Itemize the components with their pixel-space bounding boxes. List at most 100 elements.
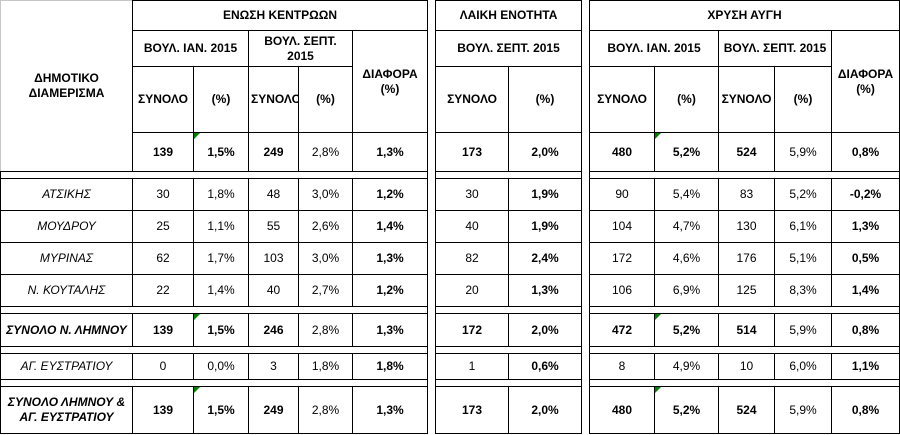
cell[interactable]: 2,0% <box>508 386 583 434</box>
cell[interactable]: 2,8% <box>298 386 353 434</box>
cell[interactable]: 55 <box>248 210 299 243</box>
cell[interactable]: -0,2% <box>831 178 900 211</box>
cell[interactable]: 173 <box>435 386 510 434</box>
cell[interactable]: 1,3% <box>351 132 429 172</box>
cell[interactable]: 25 <box>132 210 194 243</box>
pct-header[interactable]: (%) <box>774 66 833 133</box>
row-label[interactable]: ΜΥΡΙΝΑΣ <box>0 242 133 275</box>
cell[interactable]: 1,4% <box>193 274 249 307</box>
cell[interactable]: 0,6% <box>508 353 583 380</box>
cell[interactable]: 1,3% <box>351 242 429 275</box>
cell[interactable]: 6,1% <box>774 210 833 243</box>
cell[interactable]: 0,8% <box>831 386 900 434</box>
cell[interactable]: 5,4% <box>654 178 720 211</box>
cell[interactable]: 2,7% <box>298 274 353 307</box>
cell[interactable]: 1,3% <box>831 210 900 243</box>
cell[interactable]: 5,2% <box>774 178 833 211</box>
cell[interactable]: 4,7% <box>654 210 720 243</box>
cell[interactable]: 5,2% <box>654 132 720 172</box>
cell[interactable]: 139 <box>132 132 194 172</box>
cell[interactable]: 1,8% <box>193 178 249 211</box>
cell[interactable]: 524 <box>718 386 776 434</box>
cell[interactable]: 1,3% <box>351 386 429 434</box>
total-header[interactable]: ΣΥΝΟΛΟ <box>718 66 776 133</box>
cell[interactable]: 139 <box>132 386 194 434</box>
cell[interactable]: 2,8% <box>298 132 353 172</box>
cell[interactable]: 176 <box>718 242 776 275</box>
cell[interactable]: 0,5% <box>831 242 900 275</box>
cell[interactable]: 1,4% <box>351 210 429 243</box>
cell[interactable]: 480 <box>589 132 656 172</box>
cell[interactable]: 2,8% <box>298 313 353 347</box>
cell[interactable]: 1,9% <box>508 210 583 243</box>
election-header-xa-sept[interactable]: ΒΟΥΛ. ΣΕΠΤ. 2015 <box>718 30 833 67</box>
cell[interactable]: 0,8% <box>831 132 900 172</box>
cell[interactable]: 4,9% <box>654 353 720 380</box>
cell[interactable]: 3,0% <box>298 242 353 275</box>
cell[interactable]: 2,0% <box>508 132 583 172</box>
cell[interactable]: 1,7% <box>193 242 249 275</box>
cell[interactable]: 2,0% <box>508 313 583 347</box>
cell[interactable]: 1,5% <box>193 132 249 172</box>
election-header-le-sept[interactable]: ΒΟΥΛ. ΣΕΠΤ. 2015 <box>435 30 583 67</box>
cell[interactable]: 125 <box>718 274 776 307</box>
cell[interactable]: 1,3% <box>508 274 583 307</box>
group-header-laiki-enotita[interactable]: ΛΑΙΚΗ ΕΝΟΤΗΤΑ <box>435 0 583 31</box>
total-header[interactable]: ΣΥΝΟΛΟ <box>589 66 656 133</box>
cell[interactable]: 90 <box>589 178 656 211</box>
cell[interactable]: 3 <box>248 353 299 380</box>
cell[interactable]: 1 <box>435 353 510 380</box>
cell[interactable]: 1,8% <box>298 353 353 380</box>
cell[interactable]: 5,2% <box>654 313 720 347</box>
cell[interactable]: 30 <box>132 178 194 211</box>
cell[interactable]: 30 <box>435 178 510 211</box>
cell[interactable]: 524 <box>718 132 776 172</box>
cell[interactable]: 106 <box>589 274 656 307</box>
cell[interactable]: 173 <box>435 132 510 172</box>
cell[interactable]: 5,9% <box>774 386 833 434</box>
row-label[interactable]: ΜΟΥΔΡΟΥ <box>0 210 133 243</box>
cell[interactable]: 1,4% <box>831 274 900 307</box>
total-header[interactable]: ΣΥΝΟΛΟ <box>435 66 510 133</box>
cell[interactable]: 8,3% <box>774 274 833 307</box>
cell[interactable]: 40 <box>248 274 299 307</box>
cell[interactable]: 1,8% <box>351 353 429 380</box>
cell[interactable]: 104 <box>589 210 656 243</box>
election-header-ek-jan[interactable]: ΒΟΥΛ. ΙΑΝ. 2015 <box>132 30 249 67</box>
cell[interactable]: 22 <box>132 274 194 307</box>
row-label[interactable]: ΣΥΝΟΛΟ Ν. ΛΗΜΝΟΥ <box>0 313 133 347</box>
pct-header[interactable]: (%) <box>508 66 583 133</box>
cell[interactable]: 139 <box>132 313 194 347</box>
cell[interactable]: 249 <box>248 132 299 172</box>
cell[interactable]: 2,6% <box>298 210 353 243</box>
diff-header-ek[interactable]: ΔΙΑΦΟΡΑ (%) <box>351 30 429 133</box>
cell[interactable]: 1,5% <box>193 313 249 347</box>
cell[interactable]: 514 <box>718 313 776 347</box>
cell[interactable]: 5,9% <box>774 313 833 347</box>
cell[interactable]: 2,4% <box>508 242 583 275</box>
cell[interactable]: 40 <box>435 210 510 243</box>
district-column-header[interactable]: ΔΗΜΟΤΙΚΟ ΔΙΑΜΕΡΙΣΜΑ <box>0 0 133 172</box>
cell[interactable]: 1,2% <box>351 178 429 211</box>
cell[interactable]: 1,5% <box>193 386 249 434</box>
diff-header-xa[interactable]: ΔΙΑΦΟΡΑ (%) <box>831 30 900 133</box>
row-label[interactable]: ΣΥΝΟΛΟ ΛΗΜΝΟΥ & ΑΓ. ΕΥΣΤΡΑΤΙΟΥ <box>0 386 133 434</box>
cell[interactable]: 20 <box>435 274 510 307</box>
total-header[interactable]: ΣΥΝΟΛΟ <box>132 66 194 133</box>
cell[interactable]: 172 <box>435 313 510 347</box>
row-label[interactable]: Ν. ΚΟΥΤΑΛΗΣ <box>0 274 133 307</box>
cell[interactable]: 10 <box>718 353 776 380</box>
cell[interactable]: 48 <box>248 178 299 211</box>
cell[interactable]: 62 <box>132 242 194 275</box>
cell[interactable]: 4,6% <box>654 242 720 275</box>
cell[interactable]: 0 <box>132 353 194 380</box>
cell[interactable]: 1,1% <box>193 210 249 243</box>
cell[interactable]: 1,3% <box>351 313 429 347</box>
cell[interactable]: 5,1% <box>774 242 833 275</box>
cell[interactable]: 103 <box>248 242 299 275</box>
total-header[interactable]: ΣΥΝΟΛΟ <box>248 66 299 133</box>
cell[interactable]: 8 <box>589 353 656 380</box>
cell[interactable]: 5,9% <box>774 132 833 172</box>
group-header-xrysi-augi[interactable]: ΧΡΥΣΗ ΑΥΓΗ <box>589 0 900 31</box>
cell[interactable]: 1,1% <box>831 353 900 380</box>
